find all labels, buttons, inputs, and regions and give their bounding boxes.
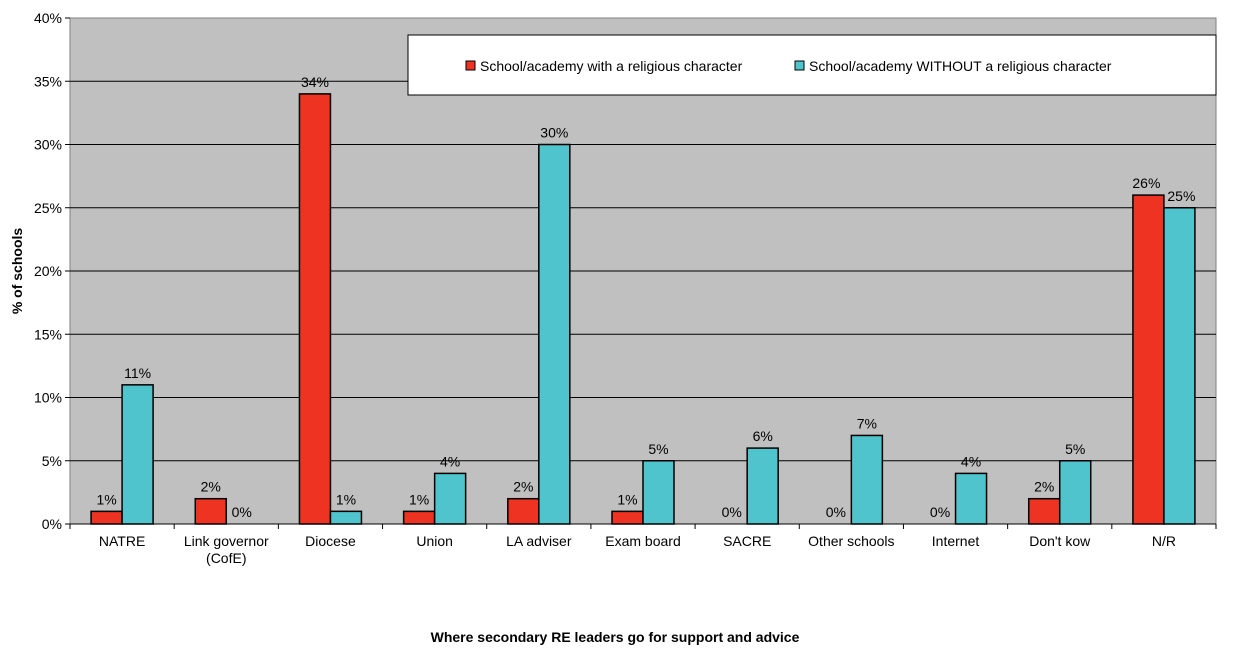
category-label-9-0: Don't kow bbox=[1029, 533, 1091, 549]
bars bbox=[90, 93, 1196, 525]
data-label-s0-c9: 2% bbox=[1034, 479, 1054, 495]
bar-s0-c2 bbox=[298, 93, 332, 525]
bar-s1-c8 bbox=[954, 472, 988, 525]
x-axis-categories: NATRE Link governor(CofE) Diocese Union LA a… bbox=[69, 523, 1217, 566]
category-label-6-0: SACRE bbox=[723, 533, 771, 549]
data-label-s0-c7: 0% bbox=[826, 504, 846, 520]
data-label-s1-c2: 1% bbox=[336, 491, 356, 507]
y-tick-label-40: 40% bbox=[34, 10, 62, 26]
y-tick-label-35: 35% bbox=[34, 73, 62, 89]
y-tick-label-20: 20% bbox=[34, 263, 62, 279]
category-label-1-0: Link governor bbox=[184, 533, 269, 549]
data-label-s1-c3: 4% bbox=[440, 453, 460, 469]
data-label-s0-c4: 2% bbox=[513, 479, 533, 495]
y-tick-label-0: 0% bbox=[42, 516, 62, 532]
y-tick-label-10: 10% bbox=[34, 390, 62, 406]
bar-s0-c4 bbox=[507, 497, 540, 525]
data-label-s1-c5: 5% bbox=[648, 441, 668, 457]
data-label-s0-c6: 0% bbox=[722, 504, 742, 520]
category-label-8-0: Internet bbox=[932, 533, 980, 549]
legend-box bbox=[407, 34, 1217, 96]
legend-label-non-religious: School/academy WITHOUT a religious chara… bbox=[809, 58, 1112, 74]
data-label-s0-c1: 2% bbox=[201, 479, 221, 495]
bar-s1-c5 bbox=[642, 460, 675, 525]
bar-s1-c9 bbox=[1058, 460, 1092, 525]
y-axis-title: % of schools bbox=[9, 228, 25, 315]
data-label-s1-c1: 0% bbox=[232, 504, 252, 520]
data-label-s1-c0: 11% bbox=[124, 365, 151, 381]
data-label-s1-c9: 5% bbox=[1065, 441, 1085, 457]
bar-s1-c4 bbox=[538, 143, 571, 525]
y-tick-label-30: 30% bbox=[34, 137, 62, 153]
data-label-s1-c10: 25% bbox=[1167, 188, 1195, 204]
data-labels: 1% 11% 2% 0% 34% 1% 1% 4% 2% 30% 1% 5% 0% 6% 0% 7% 0% 4% 2… bbox=[96, 74, 1195, 520]
bar-s0-c1 bbox=[194, 497, 228, 525]
x-axis-title: Where secondary RE leaders go for suppor… bbox=[431, 629, 800, 645]
bar-s0-c3 bbox=[402, 510, 436, 525]
category-label-10-0: N/R bbox=[1152, 533, 1176, 549]
bar-s0-c9 bbox=[1027, 497, 1061, 525]
y-axis-ticks: 0% 5% 10% 15% 20% 25% 30% 35% 40% bbox=[34, 10, 70, 532]
y-tick-label-25: 25% bbox=[34, 200, 62, 216]
data-label-s1-c7: 7% bbox=[857, 415, 877, 431]
category-label-3-0: Union bbox=[416, 533, 453, 549]
bar-s1-c6 bbox=[746, 447, 779, 525]
category-label-0-0: NATRE bbox=[99, 533, 145, 549]
legend-swatch-non-religious bbox=[794, 60, 805, 71]
data-label-s0-c5: 1% bbox=[617, 491, 637, 507]
category-label-5-0: Exam board bbox=[605, 533, 680, 549]
legend-label-religious: School/academy with a religious characte… bbox=[480, 58, 743, 74]
category-label-1-1: (CofE) bbox=[206, 550, 246, 566]
bar-s1-c7 bbox=[850, 434, 884, 525]
data-label-s0-c3: 1% bbox=[409, 491, 429, 507]
y-tick-label-15: 15% bbox=[34, 326, 62, 342]
category-label-7-0: Other schools bbox=[808, 533, 894, 549]
category-label-4-0: LA adviser bbox=[506, 533, 572, 549]
data-label-s0-c0: 1% bbox=[96, 491, 116, 507]
bar-s1-c2 bbox=[329, 510, 363, 525]
bar-s1-c0 bbox=[121, 384, 154, 525]
data-label-s0-c8: 0% bbox=[930, 504, 950, 520]
data-label-s0-c10: 26% bbox=[1132, 175, 1160, 191]
y-tick-label-5: 5% bbox=[42, 453, 62, 469]
data-label-s1-c4: 30% bbox=[540, 125, 568, 141]
data-label-s1-c8: 4% bbox=[961, 453, 981, 469]
data-label-s0-c2: 34% bbox=[301, 74, 329, 90]
category-label-2-0: Diocese bbox=[305, 533, 356, 549]
bar-s1-c3 bbox=[433, 472, 467, 525]
bar-s0-c10 bbox=[1132, 194, 1165, 525]
legend: School/academy with a religious characte… bbox=[407, 34, 1217, 96]
data-label-s1-c6: 6% bbox=[753, 428, 773, 444]
bar-s1-c10 bbox=[1163, 207, 1196, 525]
bar-s0-c0 bbox=[90, 510, 123, 525]
bar-s0-c5 bbox=[611, 510, 644, 525]
legend-swatch-religious bbox=[465, 60, 476, 71]
